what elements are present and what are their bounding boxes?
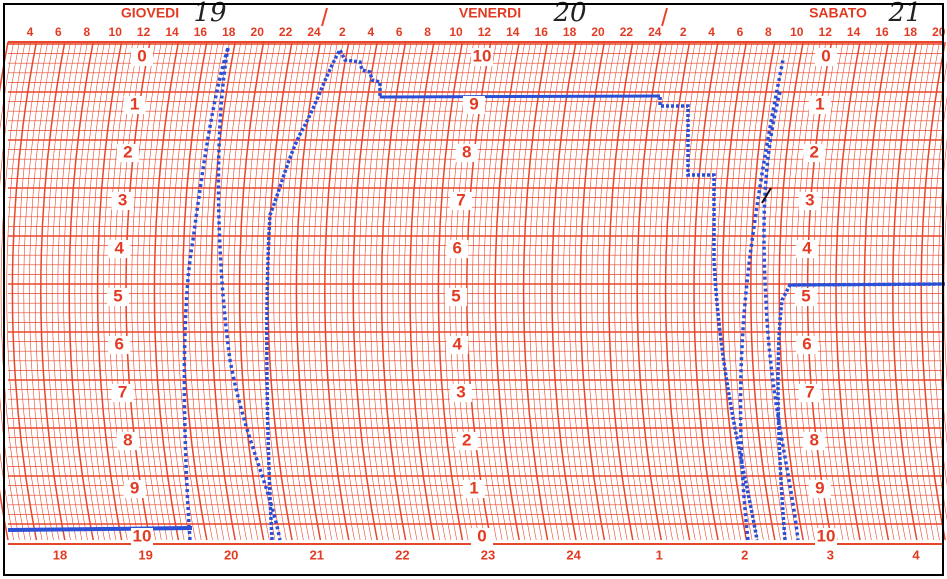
hour-label: 4 xyxy=(708,25,715,39)
scale-label: 4 xyxy=(453,334,463,353)
bottom-label: 22 xyxy=(395,547,409,562)
bottom-label: 4 xyxy=(912,547,920,562)
hour-label: 16 xyxy=(535,25,549,39)
hour-label: 18 xyxy=(563,25,577,39)
hour-label: 22 xyxy=(620,25,634,39)
bottom-label: 2 xyxy=(741,547,748,562)
scale-label: 9 xyxy=(469,94,478,113)
scale-label: 4 xyxy=(802,238,812,257)
hour-label: 8 xyxy=(765,25,772,39)
hour-label: 2 xyxy=(339,25,346,39)
chart-paper: GIOVEDI19VENERDI20SABATO2146810121416182… xyxy=(0,0,947,579)
hour-label: 18 xyxy=(904,25,918,39)
hour-label: 14 xyxy=(165,25,179,39)
hour-label: 22 xyxy=(279,25,293,39)
bottom-label: 20 xyxy=(224,547,238,562)
hour-label: 20 xyxy=(251,25,265,39)
hour-label: 2 xyxy=(680,25,687,39)
scale-label: 7 xyxy=(118,382,127,401)
scale-label: 1 xyxy=(130,94,139,113)
hour-label: 18 xyxy=(222,25,236,39)
scale-label: 2 xyxy=(462,430,471,449)
scale-label: 8 xyxy=(462,142,471,161)
scale-label: 6 xyxy=(114,334,123,353)
scale-label: 10 xyxy=(133,526,152,545)
hour-label: 24 xyxy=(307,25,321,39)
scale-label: 3 xyxy=(805,190,814,209)
scale-label: 5 xyxy=(801,286,810,305)
scale-label: 6 xyxy=(802,334,811,353)
day-name: VENERDI xyxy=(459,5,521,21)
scale-label: 5 xyxy=(451,286,460,305)
hour-label: 10 xyxy=(109,25,123,39)
scale-label: 7 xyxy=(805,382,814,401)
hour-label: 6 xyxy=(55,25,62,39)
bottom-label: 18 xyxy=(53,547,67,562)
hour-label: 12 xyxy=(819,25,833,39)
scale-label: 2 xyxy=(810,142,819,161)
hour-label: 12 xyxy=(478,25,492,39)
scale-label: 2 xyxy=(123,142,132,161)
scale-label: 0 xyxy=(821,46,830,65)
bottom-label: 24 xyxy=(566,547,581,562)
hour-label: 20 xyxy=(591,25,605,39)
hour-label: 6 xyxy=(737,25,744,39)
hour-label: 10 xyxy=(449,25,463,39)
scale-label: 1 xyxy=(469,478,478,497)
bottom-label: 3 xyxy=(827,547,834,562)
scale-label: 4 xyxy=(114,238,124,257)
scale-label: 8 xyxy=(810,430,819,449)
scale-label: 1 xyxy=(815,94,824,113)
hour-label: 6 xyxy=(396,25,403,39)
scale-label: 3 xyxy=(456,382,465,401)
scale-label: 9 xyxy=(815,478,824,497)
bottom-label: 23 xyxy=(481,547,495,562)
hour-label: 4 xyxy=(27,25,34,39)
scale-label: 3 xyxy=(118,190,127,209)
hour-label: 24 xyxy=(648,25,662,39)
scale-label: 0 xyxy=(477,526,486,545)
hour-label: 16 xyxy=(194,25,208,39)
scale-label: 0 xyxy=(137,46,146,65)
scale-label: 6 xyxy=(453,238,462,257)
day-name: GIOVEDI xyxy=(121,5,179,21)
hour-label: 10 xyxy=(790,25,804,39)
scale-label: 5 xyxy=(113,286,122,305)
hour-label: 16 xyxy=(875,25,889,39)
bottom-label: 19 xyxy=(138,547,152,562)
scale-label: 8 xyxy=(123,430,132,449)
hour-label: 12 xyxy=(137,25,151,39)
bottom-label: 21 xyxy=(310,547,324,562)
hour-label: 14 xyxy=(847,25,861,39)
scale-label: 9 xyxy=(130,478,139,497)
scale-label: 7 xyxy=(456,190,465,209)
hour-label: 4 xyxy=(367,25,374,39)
bottom-label: 1 xyxy=(656,547,663,562)
hour-label: 8 xyxy=(424,25,431,39)
hour-label: 8 xyxy=(83,25,90,39)
hour-label: 14 xyxy=(506,25,520,39)
scale-label: 10 xyxy=(817,526,836,545)
scale-label: 10 xyxy=(473,46,492,65)
day-name: SABATO xyxy=(809,5,867,21)
